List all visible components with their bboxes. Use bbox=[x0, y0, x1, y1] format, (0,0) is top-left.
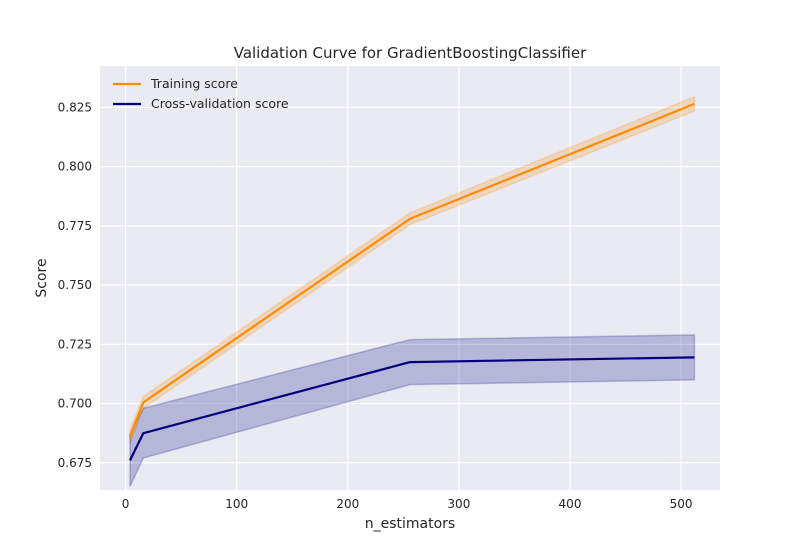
plot-area bbox=[100, 66, 720, 490]
x-axis-label: n_estimators bbox=[365, 516, 455, 532]
y-tick-label: 0.700 bbox=[58, 397, 92, 411]
x-tick-label: 0 bbox=[122, 497, 130, 511]
x-tick-label: 200 bbox=[336, 497, 359, 511]
x-tick-labels: 0 100 200 300 400 500 bbox=[122, 497, 693, 511]
x-tick-label: 300 bbox=[447, 497, 470, 511]
cross-validation-score-band bbox=[129, 334, 696, 487]
y-tick-labels: 0.675 0.700 0.725 0.750 0.775 0.800 0.825 bbox=[58, 100, 92, 469]
y-tick-label: 0.750 bbox=[58, 278, 92, 292]
y-tick-label: 0.675 bbox=[58, 456, 92, 470]
series-lines bbox=[128, 102, 695, 461]
legend: Training score Cross-validation score bbox=[113, 76, 289, 111]
y-axis-label: Score bbox=[34, 258, 50, 297]
y-tick-label: 0.775 bbox=[58, 219, 92, 233]
training-score-line bbox=[128, 102, 695, 438]
training-score-band bbox=[129, 95, 696, 445]
x-tick-label: 100 bbox=[225, 497, 248, 511]
y-tick-label: 0.800 bbox=[58, 160, 92, 174]
grid-lines bbox=[100, 66, 720, 490]
x-tick-label: 500 bbox=[670, 497, 693, 511]
y-tick-label: 0.725 bbox=[58, 337, 92, 351]
legend-label-training-score: Training score bbox=[150, 76, 238, 91]
cross-validation-score-line bbox=[129, 356, 695, 461]
x-tick-label: 400 bbox=[559, 497, 582, 511]
y-tick-label: 0.825 bbox=[58, 100, 92, 114]
chart-title: Validation Curve for GradientBoostingCla… bbox=[234, 44, 587, 62]
confidence-bands bbox=[129, 95, 696, 487]
legend-label-cross-validation-score: Cross-validation score bbox=[151, 96, 289, 111]
